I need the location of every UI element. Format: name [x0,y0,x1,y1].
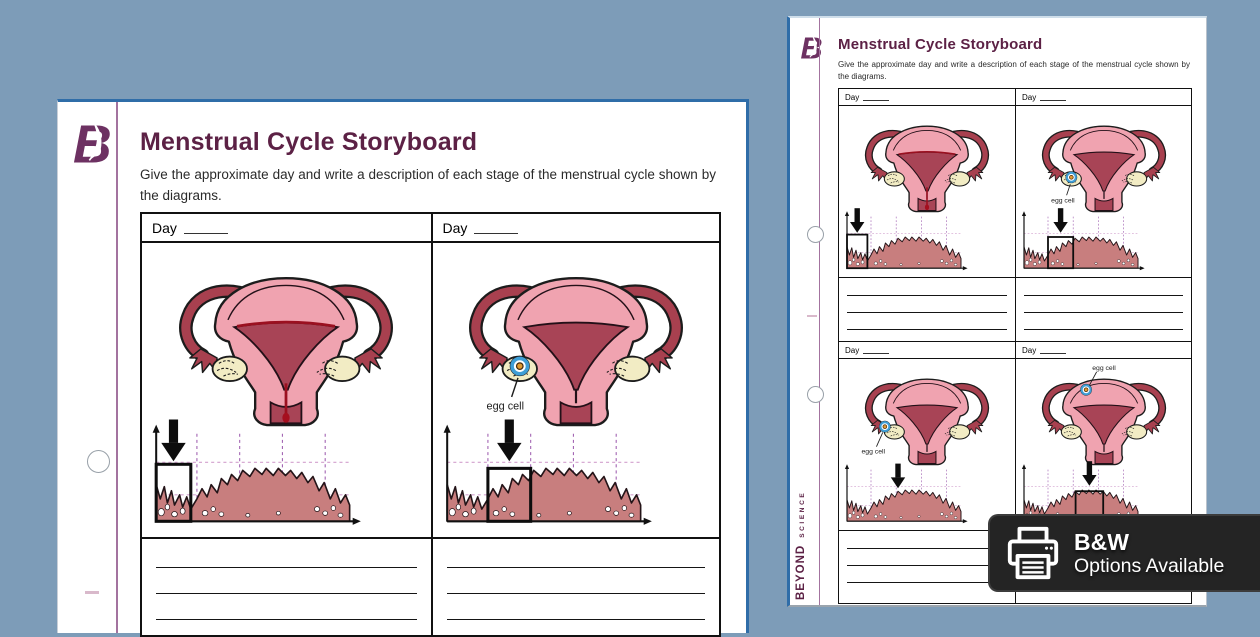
day-blank[interactable] [863,346,890,354]
uterus-diagram-egg-in-ovary: egg cell [1025,108,1183,214]
day-blank[interactable] [1040,93,1067,101]
day-field: Day [1015,89,1191,106]
answer-line [847,280,1007,296]
worksheet-page-large: B Menstrual Cycle Storyboard Give the ap… [57,99,749,637]
uterus-diagram-menstruation [848,108,1006,214]
beyond-logo-letter: B [73,116,112,172]
answer-area [142,539,431,635]
hole-punch-mark [87,450,110,473]
day-field: Day [839,89,1015,106]
answer-area [839,278,1015,342]
day-field: Day [839,342,1015,359]
printer-icon [1007,526,1059,580]
page-title: Menstrual Cycle Storyboard [838,36,1043,53]
egg-cell-label: egg cell [486,401,523,413]
answer-line [1024,280,1183,296]
answer-line [446,594,705,620]
uterus-diagram-egg-in-ovary: egg cell [440,247,712,429]
panel-egg-released: egg cell [839,359,1015,531]
panel-egg-in-ovary: egg cell [430,243,719,539]
answer-line [847,533,1007,549]
instructions-text: Give the approximate day and write a des… [838,60,1190,81]
lining-graph-arrow-mid [844,463,969,524]
hole-punch-mark [807,226,824,243]
beyond-science-vertical-brand: BEYOND SCIENCE [795,491,807,600]
uterus-diagram-menstruation [150,247,422,429]
answer-line [446,543,705,568]
egg-cell-label: egg cell [862,449,886,456]
page-title: Menstrual Cycle Storyboard [140,128,478,156]
answer-line [446,568,705,594]
egg-cell-label: egg cell [1051,198,1075,205]
day-field: Day [1015,342,1191,359]
answer-area [430,539,720,635]
beyond-logo-swoosh [809,37,817,58]
answer-line [847,566,1007,583]
day-blank[interactable] [183,221,228,234]
uterus-diagram-egg-in-tube: egg cell [1025,365,1183,467]
storyboard-table-large: Day Day egg cell [140,212,721,637]
margin-tick [85,591,99,594]
bw-badge-line1: B&W [1074,528,1129,555]
beyond-logo-swoosh [88,124,102,161]
day-label: Day [845,92,860,102]
day-blank[interactable] [474,221,519,234]
day-label: Day [152,219,177,236]
answer-area [1015,278,1191,342]
day-blank[interactable] [1040,346,1067,354]
hole-punch-mark [807,386,824,403]
panel-menstruation [839,106,1015,278]
day-label: Day [1022,345,1037,355]
margin-rule [819,18,820,605]
panel-menstruation [142,243,431,539]
day-label: Day [845,345,860,355]
answer-line [156,543,417,568]
answer-line [847,296,1007,313]
day-field: Day [430,214,719,243]
panel-egg-in-tube: egg cell [1015,359,1191,531]
day-blank[interactable] [863,93,890,101]
answer-line [847,313,1007,330]
beyond-logo: B [73,116,112,172]
lining-graph-highlight-start [844,208,969,271]
lining-graph-highlight-second [1021,208,1146,271]
brand-word-beyond: BEYOND [795,544,807,600]
margin-rule [116,102,118,633]
uterus-diagram-egg-released: egg cell [862,361,1006,467]
lining-graph-highlight-second [442,419,653,526]
egg-cell-label: egg cell [1092,365,1116,372]
panel-egg-in-ovary: egg cell [1015,106,1191,278]
bw-badge-line2: Options Available [1074,555,1225,577]
margin-tick [807,315,817,317]
answer-area [839,531,1015,603]
answer-line [156,568,417,594]
beyond-logo: B [801,32,823,64]
day-field: Day [142,214,431,243]
lining-graph-highlight-start [151,419,362,526]
bw-badge-text: B&W Options Available [1074,529,1224,578]
answer-line [847,549,1007,566]
day-label: Day [1022,92,1037,102]
instructions-text: Give the approximate day and write a des… [140,167,716,203]
answer-line [156,594,417,620]
day-label: Day [442,219,468,236]
answer-line [1024,296,1183,313]
brand-word-science: SCIENCE [799,490,806,538]
bw-options-badge[interactable]: B&W Options Available [988,514,1260,592]
beyond-logo-letter: B [801,32,823,64]
answer-line [1024,313,1183,330]
